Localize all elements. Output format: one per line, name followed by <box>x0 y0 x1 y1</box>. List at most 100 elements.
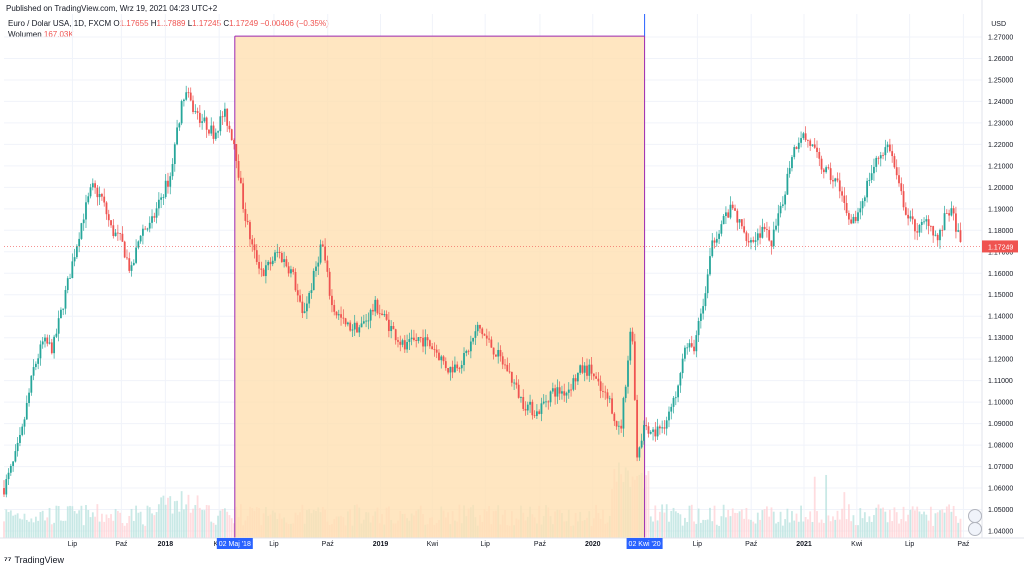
candle-body <box>526 404 529 411</box>
candle-body <box>836 178 839 181</box>
volume-bar <box>939 510 941 538</box>
volume-bar <box>153 515 156 538</box>
volume-bar <box>813 476 816 538</box>
candle-body <box>55 333 58 337</box>
candle-body <box>485 335 488 339</box>
candle-body <box>167 180 169 187</box>
close-label: C <box>223 19 230 28</box>
volume-bar <box>725 517 727 538</box>
candle-body <box>467 350 470 352</box>
volume-bar <box>48 507 51 538</box>
candle-body <box>943 213 946 231</box>
volume-bar <box>178 511 181 538</box>
volume-bar <box>916 506 919 538</box>
volume-bar <box>955 516 957 538</box>
time-axis[interactable]: LipPaź2018KwiLipPaź2019KwiLipPaź2020KwiL… <box>0 537 1024 549</box>
volume-bar <box>44 520 46 538</box>
volume-bar <box>16 513 19 538</box>
candle-body <box>754 240 757 242</box>
volume-bar <box>119 512 122 538</box>
candle-body <box>221 116 224 118</box>
candle-body <box>791 157 793 169</box>
volume-bar <box>98 521 101 538</box>
volume-bar <box>727 509 730 538</box>
candle-body <box>631 331 634 342</box>
range-date-tag <box>216 538 253 549</box>
date-range-box[interactable] <box>234 14 646 538</box>
volume-bar <box>838 519 841 538</box>
candle-body <box>362 321 365 324</box>
price-tick-label: 1.19000 <box>988 206 1013 213</box>
volume-bar <box>923 511 925 538</box>
candle-body <box>501 356 504 365</box>
candle-body <box>205 117 208 130</box>
volume-bar <box>78 510 81 538</box>
candle-body <box>825 167 828 173</box>
candle-body <box>797 142 800 149</box>
candle-body <box>201 121 204 123</box>
candle-body <box>784 194 787 205</box>
price-axis[interactable]: USD 1.27000 1.26000 1.25000 1.24000 1.23000 1.… <box>981 0 1018 538</box>
price-tick-label: 1.24000 <box>988 99 1013 106</box>
candle-body <box>952 208 955 214</box>
volume-bar <box>82 525 85 538</box>
volume-bar <box>686 521 689 538</box>
candle-body <box>91 183 94 188</box>
volume-bar <box>795 513 798 538</box>
price-tick-label: 1.18000 <box>988 228 1013 235</box>
candle-body <box>620 425 623 429</box>
volume-bar <box>781 525 784 538</box>
price-tick-label: 1.20000 <box>988 185 1013 192</box>
volume-bar <box>146 505 149 538</box>
candle-body <box>918 225 921 233</box>
volume-bar <box>927 520 930 538</box>
candle-body <box>299 295 301 302</box>
candle-body <box>103 196 106 203</box>
candle-body <box>588 364 591 376</box>
volume-bar <box>752 521 755 538</box>
volume-bar <box>672 507 675 538</box>
candle-body <box>775 225 777 230</box>
volume-bar <box>900 519 903 538</box>
volume-bar <box>863 512 866 538</box>
volume-bar <box>875 507 878 538</box>
dividends-flag-icon[interactable] <box>968 522 982 536</box>
volume-bar <box>12 515 15 538</box>
candle-body <box>19 434 21 443</box>
candle-body <box>403 340 406 350</box>
candle-body <box>456 364 459 369</box>
candle-body <box>957 230 960 232</box>
volume-bar <box>647 470 650 538</box>
volume-bar <box>807 519 809 538</box>
candle-body <box>251 239 254 245</box>
symbol-name[interactable]: Euro / Dolar USA, 1D, FXCM <box>8 19 112 28</box>
candle-body <box>595 376 598 379</box>
candle-body <box>315 266 317 271</box>
volume-bar <box>185 504 188 538</box>
candle-body <box>369 309 372 321</box>
candle-body <box>827 167 830 169</box>
candle-body <box>652 429 654 432</box>
candle-body <box>570 389 572 391</box>
volume-bar <box>192 508 194 538</box>
events-flag-icon[interactable] <box>968 509 982 523</box>
volume-bar <box>116 511 119 538</box>
candle-body <box>110 220 112 226</box>
volume-bar <box>759 519 761 538</box>
candle-body <box>592 373 595 377</box>
candle-body <box>112 225 115 237</box>
volume-label[interactable]: Wolumen <box>8 30 42 39</box>
candle-body <box>433 349 436 351</box>
candle-body <box>929 225 932 227</box>
candle-body <box>128 258 131 271</box>
candle-body <box>198 112 201 123</box>
candle-body <box>679 373 682 386</box>
candle-body <box>342 317 345 319</box>
volume-bar <box>677 512 679 538</box>
candle-body <box>98 194 101 198</box>
candle-body <box>324 246 327 261</box>
candle-body <box>709 256 711 275</box>
candle-body <box>734 208 736 211</box>
candle-body <box>497 349 500 357</box>
